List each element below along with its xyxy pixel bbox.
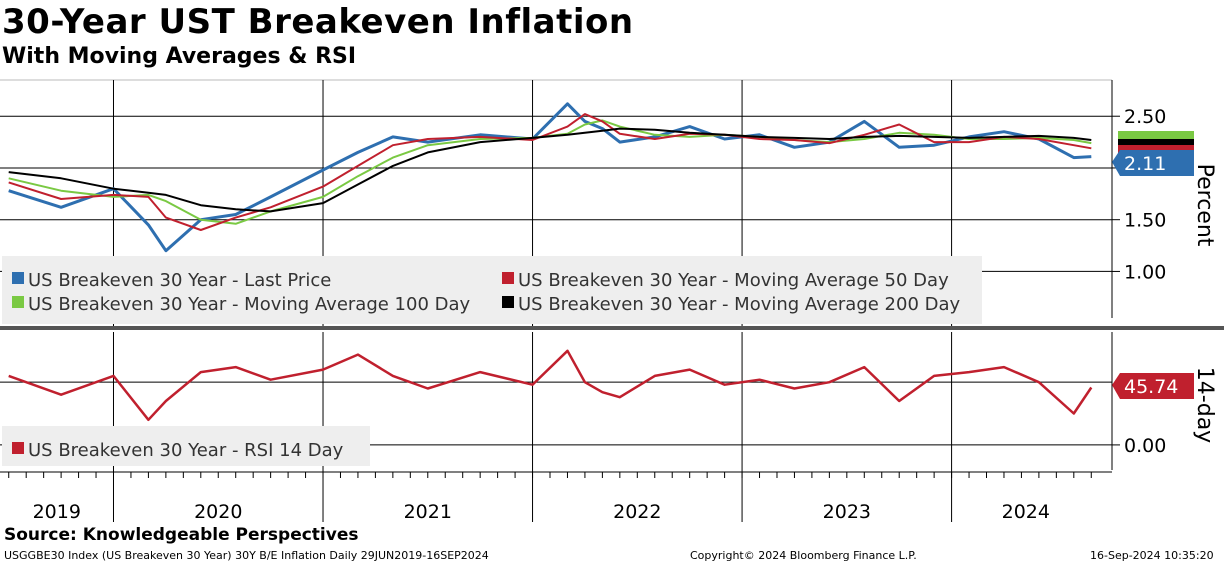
x-tick-label: 2019 xyxy=(33,501,81,523)
series-ma100 xyxy=(8,119,1092,225)
price-y-tick-label: 1.00 xyxy=(1124,261,1166,283)
legend-label-rsi: US Breakeven 30 Year - RSI 14 Day xyxy=(28,440,344,461)
price-legend: US Breakeven 30 Year - Last Price US Bre… xyxy=(2,256,982,324)
chart-subtitle: With Moving Averages & RSI xyxy=(2,44,357,69)
x-axis-ticks: 2019 2020 2021 2022 2023 2024 xyxy=(8,472,1092,523)
series-ma50 xyxy=(8,113,1092,231)
source-note: Source: Knowledgeable Perspectives xyxy=(4,525,359,545)
last-price-tag-label: 2.11 xyxy=(1124,153,1166,175)
price-y-tick-label: 1.50 xyxy=(1124,210,1166,232)
timestamp: 16-Sep-2024 10:35:20 xyxy=(1090,549,1214,562)
legend-label-ma200: US Breakeven 30 Year - Moving Average 20… xyxy=(518,294,961,315)
ma200-tag xyxy=(1118,139,1194,149)
price-legend-background xyxy=(2,256,982,324)
x-tick-label: 2021 xyxy=(404,501,452,523)
legend-swatch-rsi xyxy=(12,442,24,454)
legend-label-last-price: US Breakeven 30 Year - Last Price xyxy=(28,270,331,291)
price-last-value-tags: 2.11 xyxy=(1112,131,1194,176)
legend-label-ma100: US Breakeven 30 Year - Moving Average 10… xyxy=(28,294,471,315)
x-tick-label: 2024 xyxy=(1002,501,1050,523)
price-y-axis-label: Percent xyxy=(1192,164,1217,247)
x-tick-label: 2023 xyxy=(823,501,871,523)
rsi-series-group xyxy=(8,349,1093,422)
chart-title: 30-Year UST Breakeven Inflation xyxy=(2,2,634,42)
legend-label-ma50: US Breakeven 30 Year - Moving Average 50… xyxy=(518,270,949,291)
rsi-last-value-tag: 45.74 xyxy=(1112,373,1194,399)
rsi-y-tick-label: 0.00 xyxy=(1124,435,1166,457)
legend-swatch-last-price xyxy=(12,272,24,284)
panel-divider[interactable] xyxy=(0,326,1224,330)
series-rsi xyxy=(8,349,1093,422)
legend-swatch-ma50 xyxy=(502,272,514,284)
copyright: Copyright© 2024 Bloomberg Finance L.P. xyxy=(690,549,917,562)
price-y-tick-label: 2.50 xyxy=(1124,106,1166,128)
rsi-y-axis-label: 14-day xyxy=(1192,367,1217,443)
rsi-legend: US Breakeven 30 Year - RSI 14 Day xyxy=(2,426,370,466)
series-last-price xyxy=(8,102,1092,253)
ticker-description: USGGBE30 Index (US Breakeven 30 Year) 30… xyxy=(4,549,489,562)
legend-swatch-ma100 xyxy=(12,296,24,308)
legend-swatch-ma200 xyxy=(502,296,514,308)
rsi-legend-background xyxy=(2,426,370,466)
rsi-year-gridlines xyxy=(112,332,953,522)
rsi-tag-label: 45.74 xyxy=(1124,376,1178,398)
x-tick-label: 2020 xyxy=(194,501,242,523)
last-price-tag xyxy=(1112,150,1194,176)
rsi-y-ticks: 0.00 xyxy=(1112,435,1166,457)
price-series-group xyxy=(8,102,1092,253)
rsi-tag xyxy=(1112,373,1194,399)
x-tick-label: 2022 xyxy=(613,501,661,523)
series-ma200 xyxy=(8,127,1092,213)
